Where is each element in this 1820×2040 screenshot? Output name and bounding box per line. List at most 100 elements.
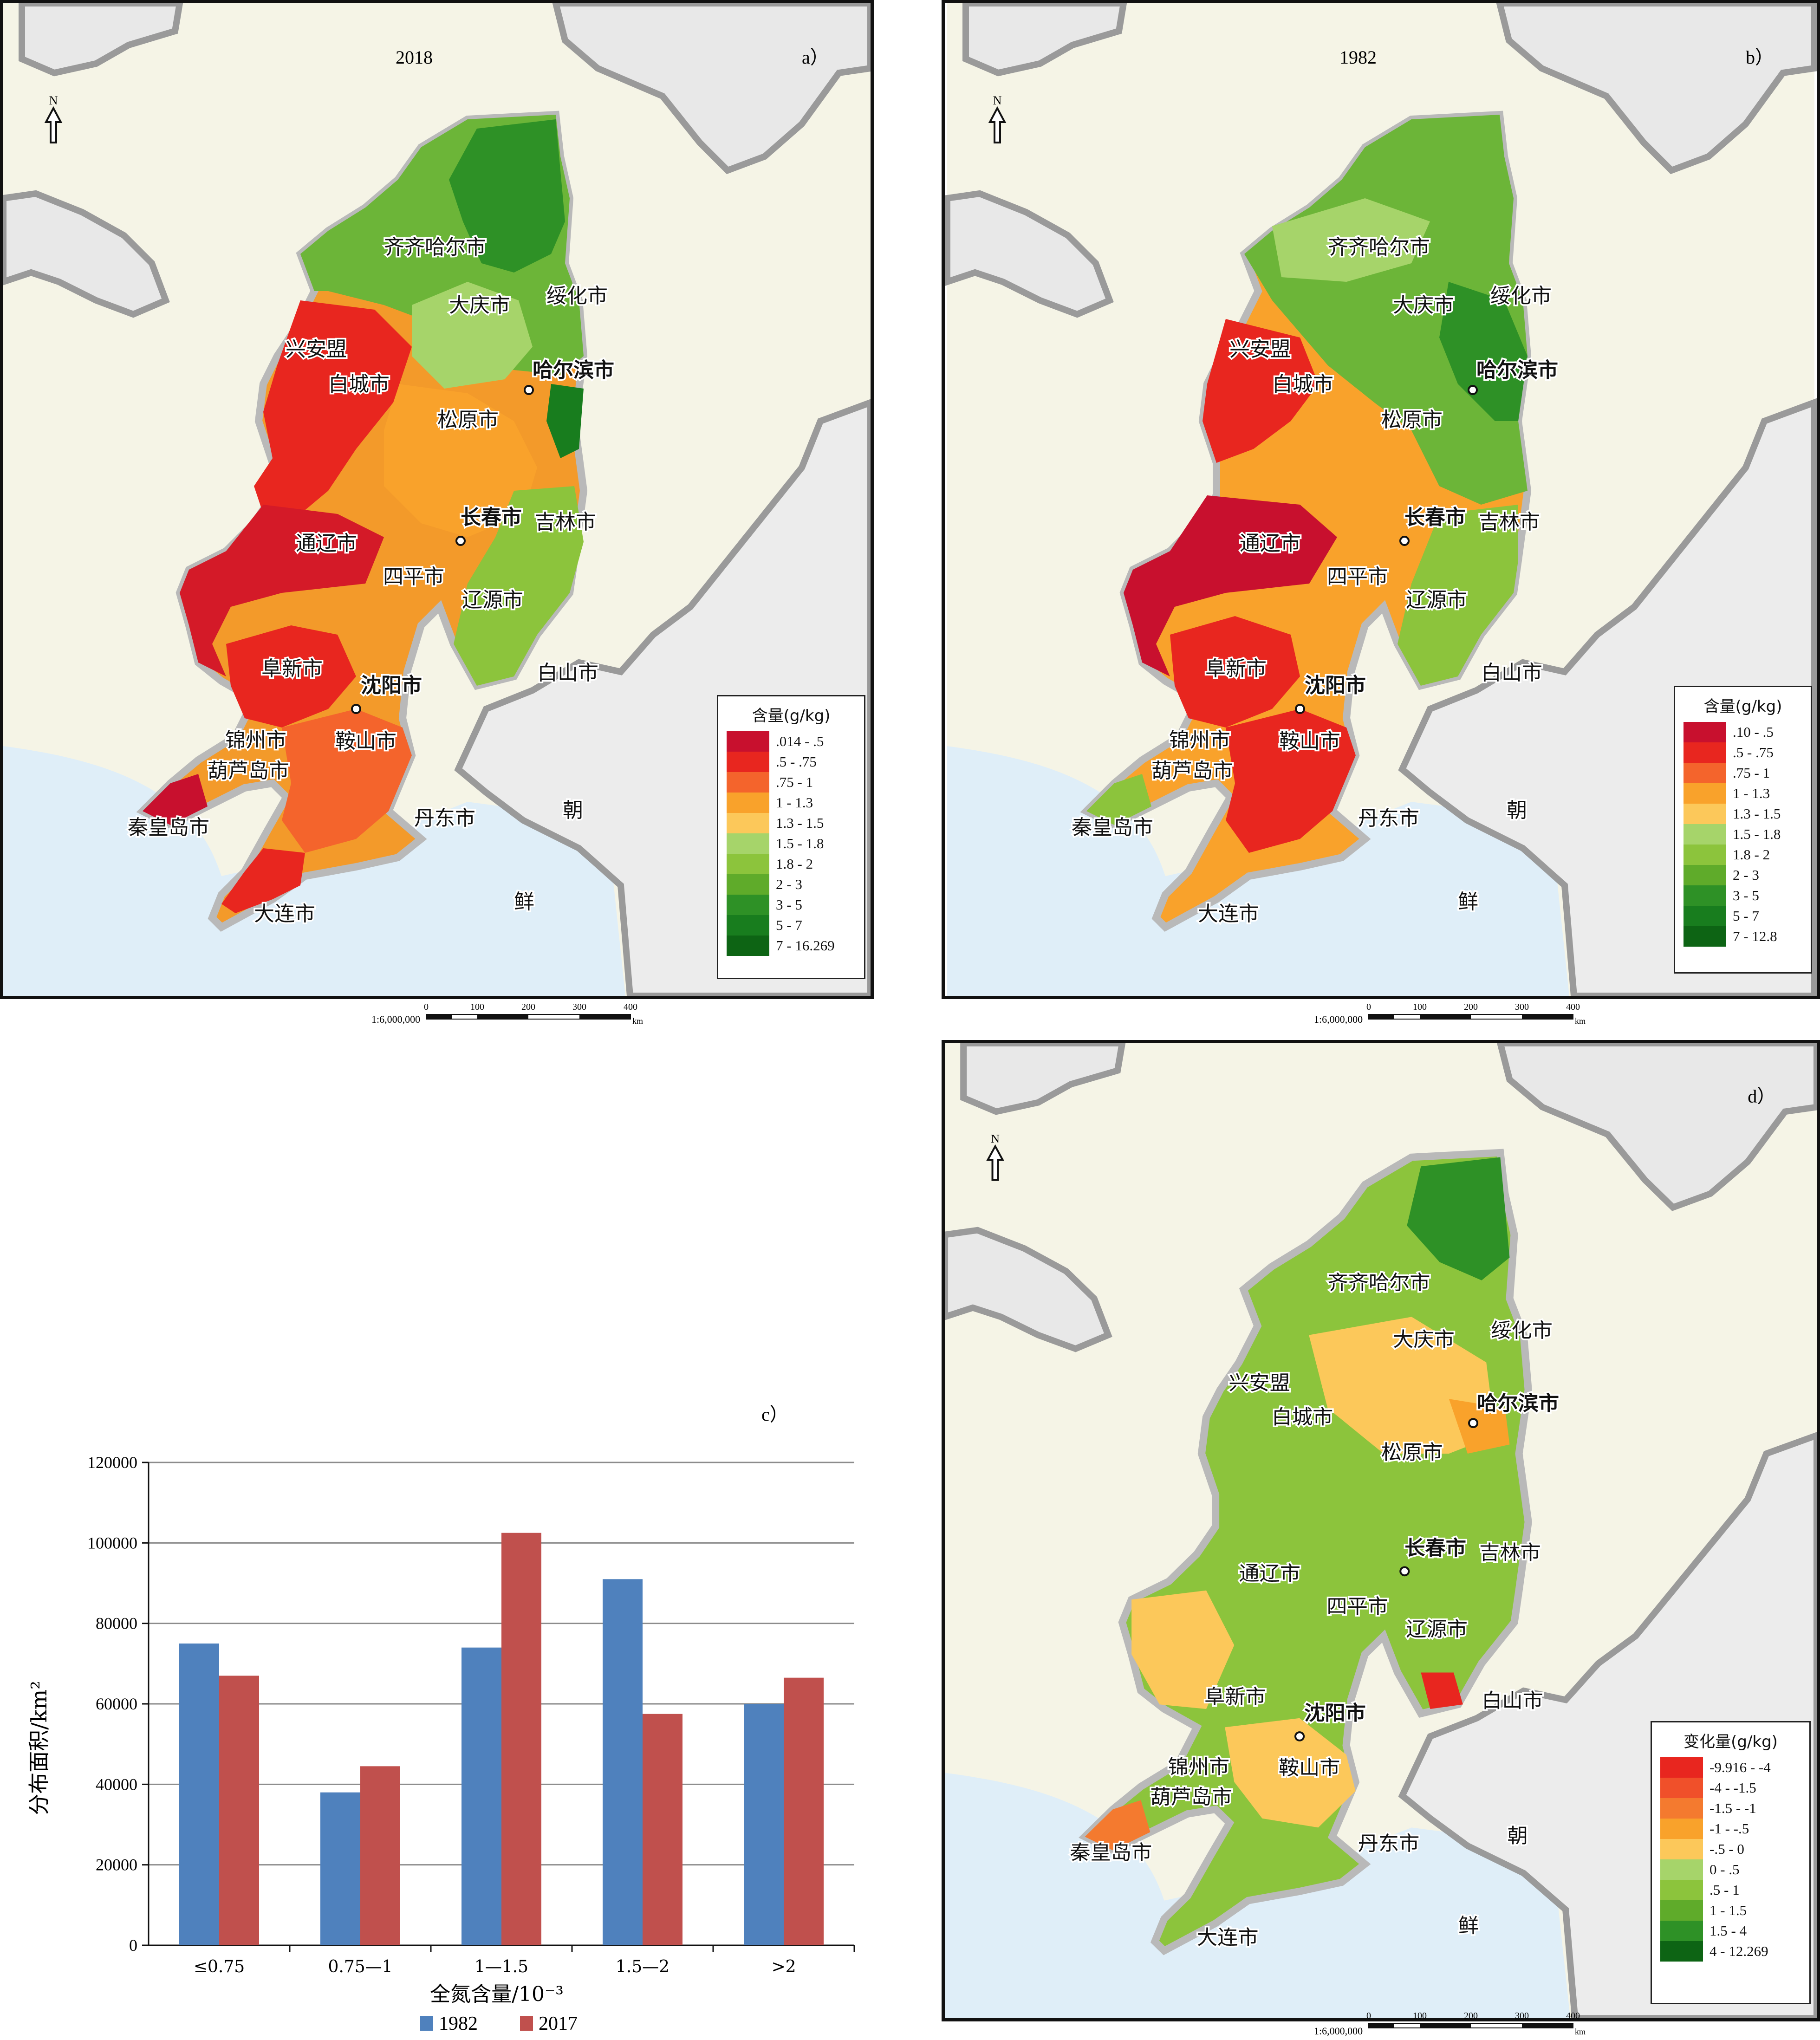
zone-east-dark (1439, 282, 1528, 421)
legend-label: 1.8 - 2 (776, 856, 813, 872)
scale-unit: km (632, 1016, 643, 1026)
legend-label: -1 - -.5 (1710, 1820, 1749, 1837)
legend-label: 7 - 16.269 (776, 937, 835, 954)
region-label-xian: 鲜 (514, 890, 534, 914)
city-label-baishan: 白山市 (1482, 1689, 1543, 1713)
legend-item: 1 - 1.5 (1660, 1900, 1801, 1921)
legend-swatch (1660, 1839, 1703, 1859)
city-label-huludao: 葫芦岛市 (208, 759, 289, 783)
panel-letter: a） (802, 47, 829, 68)
chart-bars (179, 1533, 824, 1945)
city-label-fuxin: 阜新市 (1204, 1685, 1266, 1709)
zone-qinhuangdao-orange (1085, 1800, 1150, 1851)
legend-item: .5 - .75 (1684, 742, 1802, 763)
x-tick-label: 0.75—1 (328, 1957, 392, 1976)
city-label-qinhuangdao: 秦皇岛市 (1070, 1841, 1152, 1865)
bar-2017-1 (360, 1766, 400, 1945)
city-label-siping: 四平市 (383, 565, 444, 589)
x-tick-label: >2 (771, 1957, 796, 1976)
region-label-chao: 朝 (563, 799, 583, 822)
legend-swatch (1684, 824, 1726, 845)
zone-east-green (1398, 505, 1518, 686)
legend-swatch (1684, 742, 1726, 763)
legend-label: .5 - 1 (1710, 1882, 1740, 1898)
neighbor-region-west (3, 190, 170, 318)
legend-b: 含量(g/kg) .10 - .5 .5 - .75 .75 - 1 1 - 1.3 1… (1674, 686, 1812, 974)
legend-swatch (727, 854, 769, 874)
north-arrow: N (986, 1132, 1005, 1181)
legend-item: -1 - -.5 (1660, 1819, 1801, 1839)
scale-tick-100: 100 (470, 1002, 484, 1012)
chart-x-ticks: ≤0.75 0.75—1 1—1.5 1.5—2 >2 (194, 1945, 855, 1976)
scale-unit: km (1575, 2027, 1586, 2036)
city-label-fuxin: 阜新市 (261, 657, 323, 681)
city-label-daqing: 大庆市 (449, 293, 510, 317)
legend-swatch (1660, 1941, 1703, 1962)
city-label-changchun: 长春市 (461, 506, 522, 529)
y-tick-label: 0 (129, 1936, 137, 1955)
legend-swatch (1684, 906, 1726, 926)
city-label-jilin: 吉林市 (1479, 1541, 1541, 1564)
city-label-xinganmeng: 兴安盟 (286, 338, 347, 361)
x-tick-label: 1.5—2 (616, 1957, 670, 1976)
city-label-qiqihaer: 齐齐哈尔市 (1328, 235, 1430, 259)
zone-liaoning-mix (1226, 709, 1356, 853)
legend-label: .10 - .5 (1733, 724, 1774, 740)
y-tick-label: 20000 (96, 1856, 137, 1874)
legend-swatch (1684, 885, 1726, 906)
bar-2017-3 (643, 1714, 682, 1945)
legend-item: -1.5 - -1 (1660, 1798, 1801, 1819)
map-panel-d: N d） 齐齐哈尔市 大庆市 绥化市 兴安盟 哈尔滨市 白城市 松原市 长春市 … (942, 1040, 1820, 2021)
legend-title: 变化量(g/kg) (1684, 1733, 1778, 1751)
legend-swatch (1684, 845, 1726, 865)
legend-swatch (1660, 1778, 1703, 1798)
zone-baishan-red (1421, 1672, 1463, 1709)
panel-letter: d） (1748, 1086, 1775, 1106)
legend-item: .10 - .5 (1684, 722, 1802, 742)
zone-southwest-yellow (1131, 1590, 1235, 1709)
legend-item: 0 - .5 (1660, 1859, 1801, 1880)
legend-swatch (1684, 926, 1726, 947)
city-label-huludao: 葫芦岛市 (1151, 759, 1233, 783)
region-label-chao: 朝 (1507, 1824, 1528, 1847)
legend-label: 5 - 7 (776, 917, 802, 933)
legend-item: 3 - 5 (1684, 885, 1802, 906)
city-label-qiqihaer: 齐齐哈尔市 (384, 235, 486, 259)
city-label-jilin: 吉林市 (1479, 510, 1540, 534)
zone-east-dark (546, 384, 584, 458)
city-label-shenyang: 沈阳市 (1305, 674, 1366, 697)
legend-label: .75 - 1 (1733, 765, 1770, 781)
legend-item: -9.916 - -4 (1660, 1757, 1801, 1778)
legend-label: 1 - 1.3 (776, 794, 813, 811)
city-label-siping: 四平市 (1327, 565, 1388, 589)
legend-item: 1.3 - 1.5 (727, 813, 856, 833)
legend-label-1982: 1982 (439, 2013, 478, 2034)
zone-north-light (1272, 198, 1430, 282)
city-label-jinzhou: 锦州市 (1168, 1755, 1230, 1779)
scale-tick-400: 400 (1566, 2011, 1580, 2021)
legend-swatch (1684, 722, 1726, 742)
legend-label: 1.8 - 2 (1733, 846, 1770, 863)
zone-qinhuangdao-green (1086, 774, 1151, 825)
city-label-qiqihaer: 齐齐哈尔市 (1327, 1271, 1430, 1294)
legend-label-2017: 2017 (539, 2013, 578, 2034)
legend-items: .10 - .5 .5 - .75 .75 - 1 1 - 1.3 1.3 - 1.5 1… (1684, 722, 1802, 947)
city-label-tongliao: 通辽市 (1239, 1562, 1300, 1585)
legend-item: 5 - 7 (727, 915, 856, 936)
legend-swatch (1660, 1880, 1703, 1900)
scale-bar-b: 1:6,000,000 0 100 200 300 400 km (1314, 1001, 1602, 1028)
legend-label: .75 - 1 (776, 774, 813, 790)
north-arrow-label: N (991, 1132, 1000, 1145)
city-label-baicheng: 白城市 (1272, 1406, 1333, 1429)
city-label-suihua: 绥化市 (1490, 284, 1552, 308)
neighbor-region-northeast (1497, 1043, 1817, 1211)
legend-item: .5 - .75 (727, 752, 856, 772)
neighbor-region-north (962, 3, 1127, 77)
chart-y-ticks: 0 20000 40000 60000 80000 100000 120000 (87, 1453, 137, 1955)
legend-item: 2 - 3 (1684, 865, 1802, 885)
city-label-liaoyuan: 辽源市 (1406, 588, 1467, 612)
city-label-liaoyuan: 辽源市 (462, 588, 523, 612)
zone-east-green (454, 486, 584, 686)
legend-item: 1 - 1.3 (1684, 783, 1802, 804)
legend-item: 1.8 - 2 (1684, 845, 1802, 865)
